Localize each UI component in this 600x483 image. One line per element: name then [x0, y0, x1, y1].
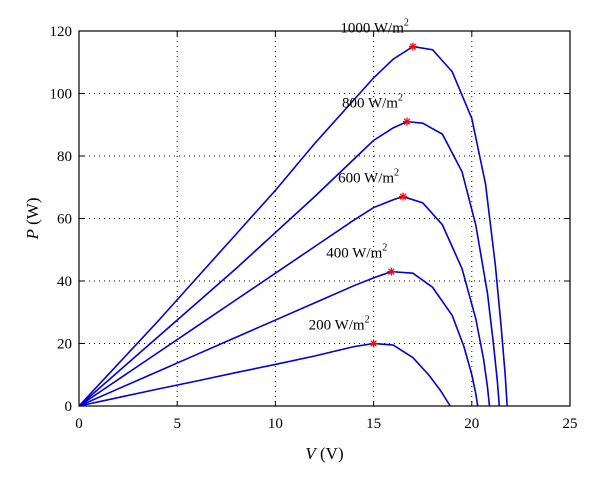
y-tick-label: 20 [57, 337, 72, 353]
y-tick-label: 80 [57, 149, 72, 165]
series-line [78, 342, 451, 407]
y-tick-label: 40 [57, 274, 72, 290]
series-label-text: 200 W/m [309, 318, 365, 334]
y-tick-label: 120 [50, 24, 73, 40]
series-label-text: 800 W/m [342, 96, 398, 112]
series-label: 200 W/m2 [309, 315, 370, 334]
x-axis-unit: (V) [320, 444, 344, 463]
y-axis-variable: P [23, 229, 42, 240]
series-label-text: 600 W/m [338, 171, 394, 187]
series-label-superscript: 2 [394, 168, 399, 179]
axis-ticks: 0 5 10 15 20 25 0 20 40 60 80 100 120 [50, 24, 578, 432]
x-tick-label: 25 [563, 416, 578, 432]
x-tick-label: 5 [173, 416, 181, 432]
mpp-star-marker [402, 117, 411, 126]
grid-lines [79, 31, 570, 406]
series-label-superscript: 2 [404, 18, 409, 29]
y-tick-label: 0 [65, 399, 73, 415]
y-tick-label: 100 [50, 87, 73, 103]
mpp-star-marker [369, 339, 378, 348]
series-label-superscript: 2 [382, 243, 387, 254]
x-tick-label: 15 [366, 416, 381, 432]
series-label-text: 400 W/m [326, 246, 382, 262]
x-tick-label: 0 [75, 416, 83, 432]
x-axis-variable: V [305, 444, 318, 463]
series-label: 400 W/m2 [326, 243, 387, 262]
y-axis-label: P (W) [23, 197, 42, 240]
series-label: 1000 W/m2 [340, 18, 408, 37]
series-label-superscript: 2 [365, 315, 370, 326]
mpp-star-marker [399, 192, 408, 201]
y-tick-label: 60 [57, 212, 72, 228]
series-label-superscript: 2 [398, 93, 403, 104]
series-line [78, 120, 501, 407]
series-label: 800 W/m2 [342, 93, 403, 112]
mpp-star-marker [408, 42, 417, 51]
mpp-markers [369, 42, 417, 348]
x-tick-label: 10 [268, 416, 283, 432]
series-line [78, 270, 479, 407]
series-label: 600 W/m2 [338, 168, 399, 187]
mpp-star-marker [387, 267, 396, 276]
series-line [78, 45, 508, 407]
y-axis-unit: (W) [23, 197, 42, 224]
x-axis-label: V (V) [305, 444, 343, 463]
series-line [78, 195, 491, 407]
series-group [78, 45, 508, 407]
series-label-text: 1000 W/m [340, 21, 404, 37]
x-tick-label: 20 [464, 416, 479, 432]
